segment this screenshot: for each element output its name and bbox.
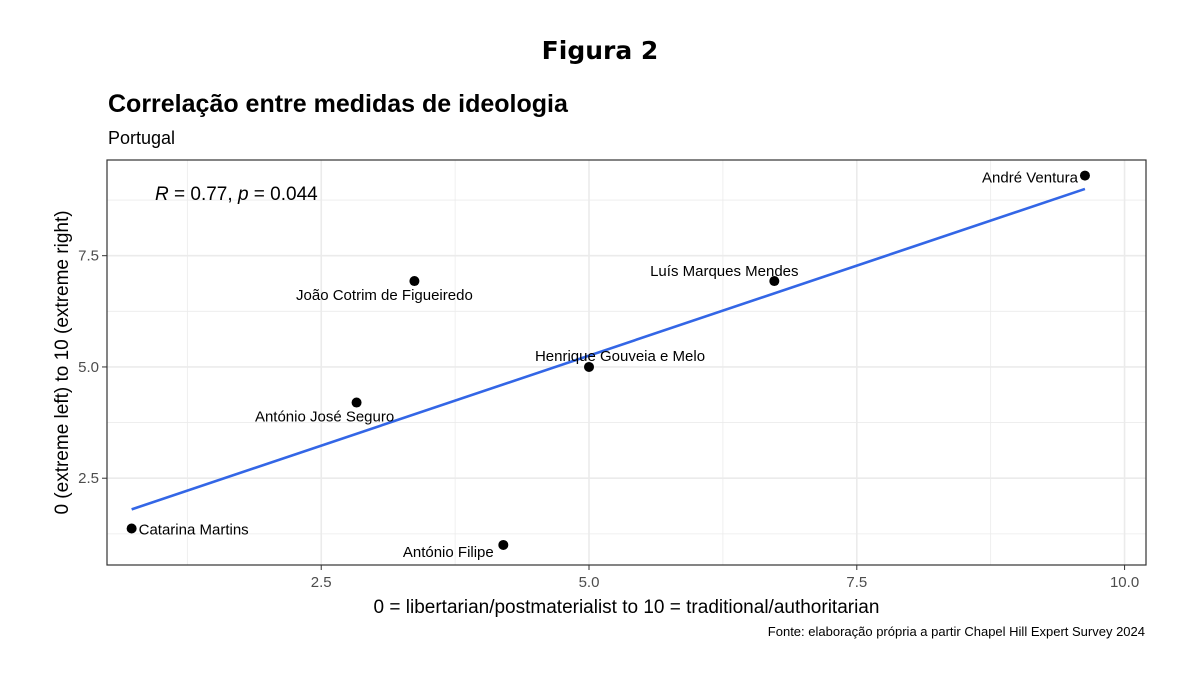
x-tick-label: 7.5 (846, 574, 867, 591)
point-label: Henrique Gouveia e Melo (535, 348, 705, 365)
point-label: Catarina Martins (139, 522, 249, 539)
source-caption: Fonte: elaboração própria a partir Chape… (767, 624, 1145, 639)
figure-label: Figura 2 (541, 36, 659, 65)
data-point (351, 397, 362, 408)
plot-border (106, 159, 1147, 566)
y-axis-title: 0 (extreme left) to 10 (extreme right) (52, 210, 73, 514)
y-tick-label: 2.5 (78, 470, 99, 487)
data-point (769, 276, 780, 287)
chart-subtitle: Portugal (108, 128, 176, 148)
chart-title: Correlação entre medidas de ideologia (108, 90, 568, 118)
correlation-annotation: R = 0.77, p = 0.044 (155, 184, 318, 205)
x-tick-label: 5.0 (579, 574, 600, 591)
data-point (409, 276, 420, 287)
data-point (498, 539, 509, 550)
point-label: Luís Marques Mendes (650, 263, 798, 280)
x-tick-label: 10.0 (1110, 574, 1139, 591)
point-label: João Cotrim de Figueiredo (296, 287, 473, 304)
regression-line (131, 187, 1086, 511)
data-point (126, 523, 137, 534)
point-label: André Ventura (982, 170, 1079, 187)
y-tick-label: 5.0 (78, 359, 99, 376)
point-label: António Filipe (403, 544, 494, 561)
point-label: António José Seguro (255, 409, 394, 426)
x-axis-title: 0 = libertarian/postmaterialist to 10 = … (374, 597, 880, 618)
data-point (1079, 170, 1090, 181)
y-tick-label: 7.5 (78, 248, 99, 265)
x-tick-label: 2.5 (311, 574, 332, 591)
data-point (584, 361, 595, 372)
